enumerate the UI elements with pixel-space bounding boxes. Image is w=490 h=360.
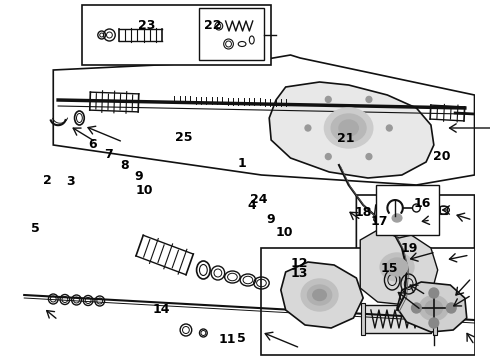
Bar <box>82 5 271 65</box>
Circle shape <box>387 125 392 131</box>
Bar <box>440 206 447 214</box>
Text: 15: 15 <box>380 262 398 275</box>
Text: 20: 20 <box>433 150 450 163</box>
Polygon shape <box>356 195 474 345</box>
Text: 12: 12 <box>290 257 308 270</box>
Circle shape <box>429 318 439 328</box>
Ellipse shape <box>392 214 402 222</box>
Text: 3: 3 <box>66 175 74 188</box>
Text: 2: 2 <box>43 174 52 186</box>
Bar <box>361 303 365 335</box>
Text: 5: 5 <box>237 332 245 345</box>
Ellipse shape <box>380 253 414 281</box>
Ellipse shape <box>419 296 448 320</box>
Text: 7: 7 <box>104 148 113 161</box>
Polygon shape <box>281 262 363 328</box>
Text: 4: 4 <box>247 199 256 212</box>
Text: 5: 5 <box>31 222 40 235</box>
Text: 9: 9 <box>134 170 143 183</box>
Polygon shape <box>374 198 418 238</box>
Text: 11: 11 <box>219 333 237 346</box>
Circle shape <box>366 96 372 103</box>
Ellipse shape <box>379 197 387 207</box>
Text: 9: 9 <box>266 213 275 226</box>
Text: 8: 8 <box>120 159 129 172</box>
Ellipse shape <box>331 114 366 142</box>
Ellipse shape <box>313 289 326 301</box>
Ellipse shape <box>388 211 406 225</box>
Ellipse shape <box>408 198 415 207</box>
Polygon shape <box>397 282 467 332</box>
Polygon shape <box>262 248 474 355</box>
Circle shape <box>325 96 331 103</box>
Ellipse shape <box>425 301 442 315</box>
Polygon shape <box>360 230 438 305</box>
Text: 18: 18 <box>354 206 372 219</box>
Text: 17: 17 <box>371 215 389 228</box>
Text: 1: 1 <box>238 157 246 170</box>
Circle shape <box>429 288 439 298</box>
Bar <box>198 8 265 60</box>
Text: 14: 14 <box>152 303 170 316</box>
Text: 16: 16 <box>414 197 431 210</box>
Circle shape <box>325 154 331 159</box>
Text: 6: 6 <box>88 138 97 150</box>
Circle shape <box>305 125 311 131</box>
Ellipse shape <box>307 285 332 305</box>
Text: 13: 13 <box>290 267 308 280</box>
Polygon shape <box>53 55 474 185</box>
Text: 24: 24 <box>250 193 268 206</box>
Text: 21: 21 <box>337 132 354 145</box>
Bar <box>433 303 437 335</box>
Text: 19: 19 <box>400 242 417 255</box>
Ellipse shape <box>387 258 408 276</box>
Text: 10: 10 <box>276 226 294 239</box>
Circle shape <box>366 154 372 159</box>
Ellipse shape <box>339 120 358 136</box>
Bar <box>363 305 431 333</box>
Text: 25: 25 <box>175 131 193 144</box>
Circle shape <box>446 303 456 313</box>
Text: 23: 23 <box>138 19 156 32</box>
Bar <box>376 185 439 235</box>
Text: 22: 22 <box>204 19 221 32</box>
Polygon shape <box>269 82 434 178</box>
Ellipse shape <box>324 108 373 148</box>
Ellipse shape <box>301 279 338 311</box>
Circle shape <box>412 303 421 313</box>
Text: 10: 10 <box>136 184 153 197</box>
